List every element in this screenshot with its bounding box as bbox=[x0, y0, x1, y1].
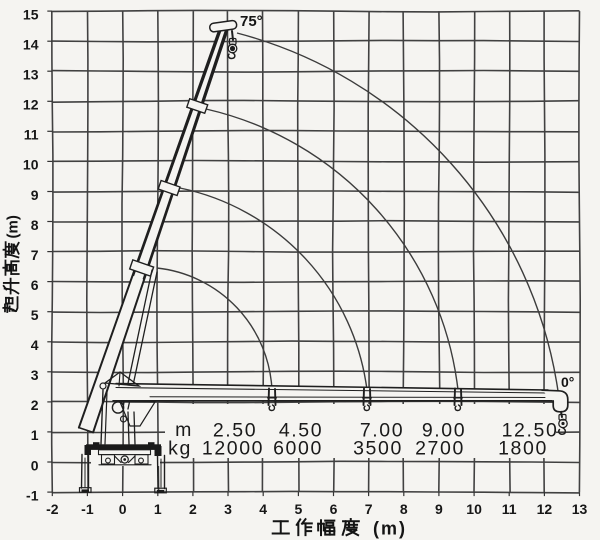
svg-text:-1: -1 bbox=[26, 487, 39, 503]
svg-text:1: 1 bbox=[154, 501, 162, 517]
svg-text:13: 13 bbox=[23, 67, 39, 83]
svg-text:2.50: 2.50 bbox=[213, 420, 257, 442]
svg-text:0: 0 bbox=[119, 501, 127, 517]
svg-text:6: 6 bbox=[330, 501, 338, 517]
svg-text:4: 4 bbox=[259, 501, 267, 517]
svg-text:1800: 1800 bbox=[498, 438, 548, 460]
svg-text:2700: 2700 bbox=[415, 438, 465, 460]
svg-text:13: 13 bbox=[572, 501, 588, 517]
svg-text:12: 12 bbox=[537, 501, 553, 517]
svg-text:10: 10 bbox=[466, 501, 482, 517]
svg-text:8: 8 bbox=[31, 217, 39, 233]
svg-text:12000: 12000 bbox=[202, 438, 264, 460]
svg-text:7: 7 bbox=[31, 247, 39, 263]
svg-text:1: 1 bbox=[31, 427, 39, 443]
svg-text:-1: -1 bbox=[81, 501, 94, 517]
svg-text:12: 12 bbox=[23, 97, 39, 113]
svg-text:11: 11 bbox=[24, 127, 39, 143]
svg-text:3: 3 bbox=[31, 367, 39, 383]
svg-text:9: 9 bbox=[435, 501, 443, 517]
svg-text:7: 7 bbox=[365, 501, 373, 517]
svg-text:(m): (m) bbox=[5, 215, 22, 238]
svg-text:2: 2 bbox=[189, 501, 197, 517]
svg-text:kg: kg bbox=[168, 438, 192, 460]
svg-text:8: 8 bbox=[400, 501, 408, 517]
svg-text:4.50: 4.50 bbox=[279, 420, 323, 442]
svg-text:4: 4 bbox=[31, 337, 39, 353]
svg-text:15: 15 bbox=[23, 6, 39, 22]
svg-text:6000: 6000 bbox=[273, 438, 323, 460]
svg-text:(m): (m) bbox=[373, 519, 407, 539]
svg-text:5: 5 bbox=[31, 307, 39, 323]
svg-text:6: 6 bbox=[31, 277, 39, 293]
svg-text:14: 14 bbox=[23, 37, 39, 53]
svg-text:3500: 3500 bbox=[353, 438, 403, 460]
svg-text:10: 10 bbox=[23, 157, 39, 173]
svg-text:75°: 75° bbox=[240, 13, 263, 30]
svg-text:7.00: 7.00 bbox=[360, 420, 404, 442]
svg-text:5: 5 bbox=[295, 501, 303, 517]
svg-text:3: 3 bbox=[224, 501, 232, 517]
svg-text:2: 2 bbox=[31, 397, 39, 413]
svg-text:9.00: 9.00 bbox=[422, 420, 466, 442]
svg-text:m: m bbox=[175, 419, 193, 441]
svg-text:12.50: 12.50 bbox=[502, 420, 559, 442]
svg-text:0°: 0° bbox=[561, 374, 574, 390]
svg-text:-2: -2 bbox=[46, 501, 59, 517]
svg-text:9: 9 bbox=[31, 187, 39, 203]
svg-text:11: 11 bbox=[502, 501, 517, 517]
svg-text:0: 0 bbox=[31, 457, 39, 473]
